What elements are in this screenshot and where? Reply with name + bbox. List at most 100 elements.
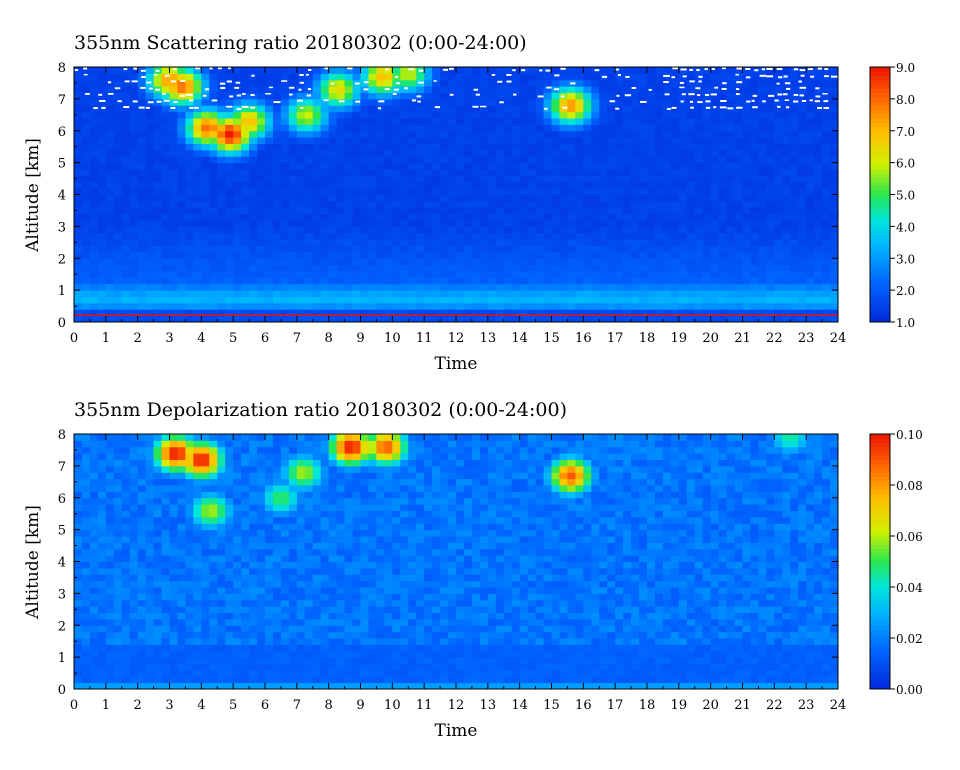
scattering-ratio-cell [89,175,99,183]
scattering-ratio-cell [718,124,728,132]
scattering-ratio-cell [543,220,552,227]
scattering-ratio-cell [782,245,791,253]
scattering-ratio-cell [519,143,529,151]
scattering-ratio-cell [726,245,736,253]
scattering-ratio-cell [440,143,449,151]
scattering-ratio-nodata-speck [145,106,150,109]
scattering-ratio-cell [639,92,648,100]
scattering-ratio-cell [774,245,783,253]
depolarization-ratio-cell [89,631,99,639]
scattering-ratio-cell [623,207,632,215]
scattering-ratio-cell [734,271,743,278]
scattering-ratio-cell [774,143,783,151]
depolarization-ratio-cell [177,523,186,531]
scattering-ratio-cell [535,124,545,132]
depolarization-ratio-cell [121,587,131,594]
depolarization-ratio-cell [137,631,147,639]
depolarization-ratio-cell [121,478,131,486]
scattering-ratio-cell [503,111,513,119]
depolarization-ratio-cell [129,650,139,658]
scattering-ratio-cell [440,315,449,323]
scattering-ratio-cell [137,309,147,317]
scattering-ratio-cell [360,67,369,74]
scattering-ratio-cell [654,277,664,285]
scattering-ratio-cell [479,232,489,240]
scattering-ratio-cell [535,118,545,125]
scattering-ratio-cell [265,130,274,138]
scattering-ratio-cell [153,277,163,285]
scattering-ratio-nodata-speck [83,67,88,70]
scattering-ratio-cell [376,162,385,170]
depolarization-ratio-cell [193,491,202,499]
scattering-ratio-cell [185,296,194,304]
scattering-ratio-cell [591,200,600,208]
scattering-ratio-cell [217,86,226,94]
scattering-ratio-cell [822,283,831,291]
scattering-ratio-cell [400,67,409,74]
scattering-ratio-cell [217,156,226,164]
depolarization-ratio-cell [201,650,210,658]
depolarization-ratio-cell [201,465,210,473]
depolarization-ratio-cell [201,542,210,550]
scattering-ratio-cell [241,105,250,113]
scattering-ratio-cell [575,302,584,310]
scattering-ratio-cell [814,73,823,81]
scattering-ratio-cell [153,111,163,119]
scattering-ratio-cell [129,290,139,298]
scattering-ratio-cell [830,86,839,94]
depolarization-ratio-cell [121,593,131,601]
scattering-ratio-cell [193,213,202,221]
scattering-ratio-colorbar-segment [870,249,890,255]
scattering-ratio-nodata-speck [735,73,739,76]
scattering-ratio-cell [161,156,170,164]
scattering-ratio-colorbar-segment [870,173,890,178]
depolarization-ratio-cell [161,625,170,633]
scattering-ratio-cell [384,92,393,100]
scattering-ratio-cell [798,277,807,285]
depolarization-ratio-cell [177,504,186,512]
scattering-ratio-cell [328,283,338,291]
scattering-ratio-cell [782,111,791,119]
scattering-ratio-cell [591,213,600,221]
scattering-ratio-cell [169,264,178,272]
scattering-ratio-nodata-speck [710,93,717,96]
scattering-ratio-cell [336,137,346,145]
depolarization-ratio-cell [137,638,147,645]
scattering-ratio-cell [567,92,576,100]
depolarization-ratio-cell [137,529,147,537]
scattering-ratio-cell [782,162,791,170]
scattering-ratio-cell [670,143,680,151]
scattering-ratio-cell [74,169,83,176]
scattering-ratio-cell [368,277,377,285]
scattering-ratio-cell [384,118,393,125]
scattering-ratio-cell [225,226,234,234]
scattering-ratio-cell [344,79,354,87]
scattering-ratio-cell [479,156,489,164]
scattering-ratio-cell [392,277,401,285]
scattering-ratio-cell [209,264,218,272]
scattering-ratio-cell [161,290,170,298]
scattering-ratio-cell [272,175,282,183]
depolarization-ratio-cell [129,663,139,671]
depolarization-ratio-cell [81,650,91,658]
scattering-ratio-cell [89,239,99,247]
scattering-ratio-cell [352,239,361,247]
scattering-ratio-cell [177,124,186,132]
scattering-ratio-cell [201,283,210,291]
scattering-ratio-cell [607,188,616,196]
scattering-ratio-cell [559,175,568,183]
scattering-ratio-cell [798,258,807,266]
scattering-ratio-cell [225,79,234,87]
scattering-ratio-nodata-speck [204,88,210,91]
scattering-ratio-x-tick-label: 11 [416,331,433,346]
scattering-ratio-cell [678,296,688,304]
scattering-ratio-cell [416,213,425,221]
depolarization-ratio-cell [74,548,83,556]
scattering-ratio-cell [249,207,258,215]
scattering-ratio-cell [201,169,210,176]
scattering-ratio-cell [543,277,552,285]
scattering-ratio-cell [209,315,218,323]
depolarization-ratio-cell [121,548,131,556]
depolarization-ratio-cell [74,440,83,448]
scattering-ratio-cell [74,309,83,317]
